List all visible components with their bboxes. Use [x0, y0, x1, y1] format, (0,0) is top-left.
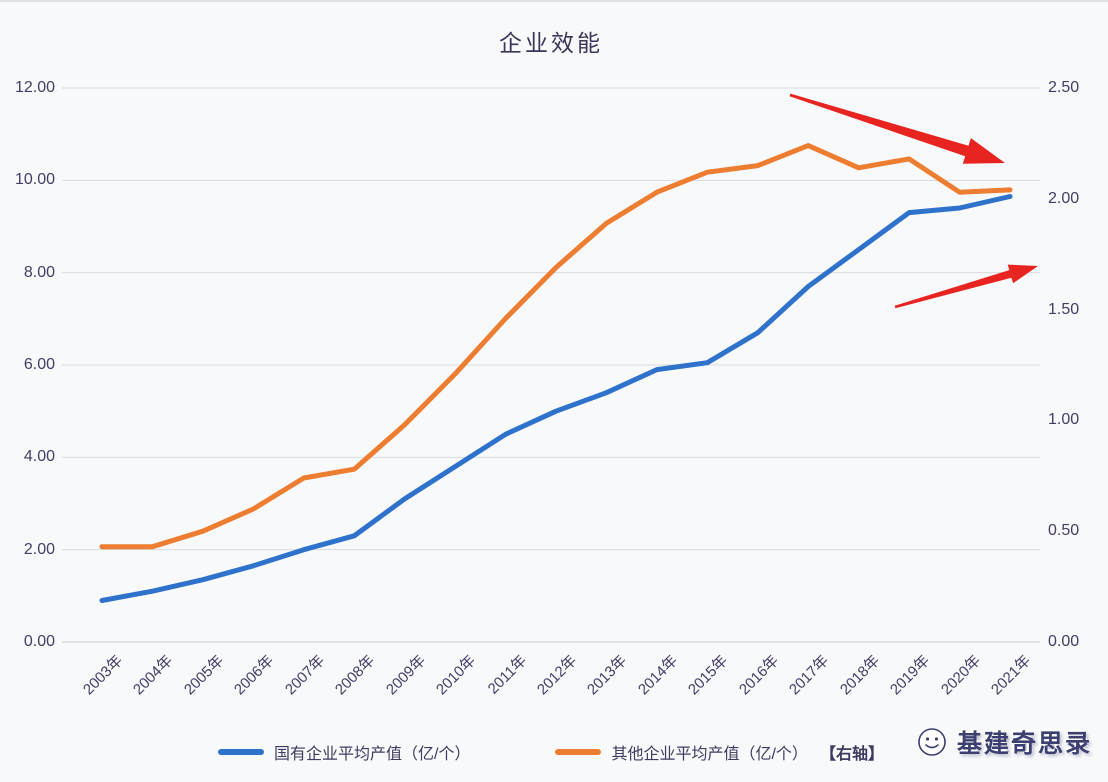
left-axis-tick: 12.00 [14, 79, 55, 96]
legend-label-other: 其他企业平均产值（亿/个） [611, 746, 808, 763]
left-axis-tick: 6.00 [23, 356, 55, 373]
left-axis-tick: 4.00 [23, 448, 55, 466]
left-axis-tick: 0.00 [23, 633, 55, 650]
plot-svg [62, 87, 1040, 643]
left-axis-tick: 8.00 [23, 263, 55, 281]
legend-item-state-owned: 国有企业平均产值（亿/个） [218, 740, 470, 764]
right-axis-tick: 2.50 [1048, 79, 1080, 96]
legend-item-other: 其他企业平均产值（亿/个） 【右轴】 [555, 740, 884, 764]
legend-label-state-owned: 国有企业平均产值（亿/个） [274, 746, 471, 763]
right-axis-tick: 1.50 [1048, 300, 1080, 318]
series-line-state-owned [99, 194, 1013, 603]
series-line-other [99, 143, 1013, 550]
left-axis-tick: 10.00 [14, 171, 55, 189]
right-axis-tick: 1.00 [1048, 411, 1080, 429]
right-axis-tick: 0.00 [1048, 633, 1080, 650]
right-axis-tick: 2.00 [1048, 189, 1080, 207]
top-border [0, 0, 1108, 2]
plot-area [62, 87, 1040, 643]
legend-line-orange-icon [555, 749, 602, 755]
trend-arrow [894, 264, 1038, 309]
trend-arrow [789, 93, 1005, 164]
watermark: 基建奇思录 [916, 722, 1092, 762]
watermark-text: 基建奇思录 [956, 730, 1092, 758]
left-axis-tick: 2.00 [23, 540, 55, 558]
chart-legend: 国有企业平均产值（亿/个） 其他企业平均产值（亿/个） 【右轴】 [62, 740, 1040, 764]
chart-title: 企业效能 [499, 30, 603, 56]
right-axis-tick: 0.50 [1048, 522, 1080, 540]
legend-right-axis-note: 【右轴】 [819, 746, 884, 763]
smiley-face-logo-icon [918, 728, 946, 756]
legend-line-blue-icon [218, 749, 265, 755]
